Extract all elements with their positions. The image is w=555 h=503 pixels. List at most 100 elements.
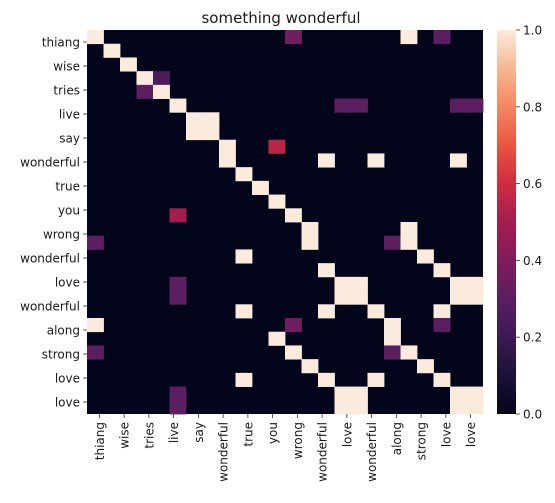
heatmap-cell: [450, 276, 467, 291]
heatmap-cell: [219, 153, 236, 168]
heatmap-cell: [169, 98, 187, 113]
heatmap-cell: [450, 290, 467, 305]
heatmap-cell: [202, 112, 220, 127]
chart-title: something wonderful: [201, 9, 360, 27]
heatmap-cells: [87, 30, 484, 415]
heatmap-cell: [400, 235, 418, 250]
heatmap-cell: [301, 235, 319, 250]
heatmap-cell: [235, 249, 253, 264]
x-tick-label: thiang: [93, 422, 107, 460]
heatmap-cell: [301, 222, 319, 237]
heatmap-cell: [169, 276, 187, 291]
heatmap-cell: [433, 372, 451, 387]
heatmap-cell: [169, 208, 187, 223]
colorbar-tick-label: 0.8: [523, 100, 542, 114]
heatmap-cell: [103, 43, 121, 58]
heatmap-cell: [417, 359, 434, 374]
heatmap-cell: [87, 345, 104, 360]
heatmap-cell: [384, 331, 401, 346]
heatmap-cell: [136, 84, 154, 99]
colorbar-tick-label: 0.4: [523, 254, 542, 268]
heatmap-cell: [87, 235, 104, 250]
x-tick-label: wonderful: [316, 422, 330, 482]
heatmap-cell: [351, 290, 368, 305]
y-tick-label: wonderful: [20, 252, 80, 266]
heatmap-cell: [384, 235, 401, 250]
heatmap-cell: [169, 400, 187, 415]
heatmap-cell: [285, 30, 302, 45]
heatmap-cell: [136, 71, 154, 86]
x-tick-label: along: [390, 422, 404, 455]
heatmap-cell: [219, 139, 236, 154]
y-tick-label: wonderful: [20, 156, 80, 170]
heatmap-cell: [334, 386, 352, 401]
heatmap-cell: [400, 30, 418, 45]
heatmap-cell: [334, 276, 352, 291]
heatmap-cell: [466, 400, 484, 415]
heatmap-cell: [235, 372, 253, 387]
heatmap-cell: [318, 263, 335, 278]
heatmap-cell: [400, 345, 418, 360]
heatmap-cell: [202, 126, 220, 141]
heatmap-cell: [318, 153, 335, 168]
heatmap-cell: [169, 386, 187, 401]
heatmap-cell: [87, 318, 104, 333]
colorbar-tick-label: 1.0: [523, 24, 542, 38]
y-tick-label: say: [59, 132, 80, 146]
colorbar-gradient: [497, 30, 516, 414]
heatmap-cell: [153, 84, 170, 99]
y-tick-label: true: [55, 180, 80, 194]
y-tick-label: love: [55, 396, 80, 410]
heatmap-cell: [87, 30, 104, 45]
heatmap-cell: [433, 318, 451, 333]
y-tick-label: love: [55, 372, 80, 386]
y-tick-label: wrong: [43, 228, 80, 242]
heatmap-cell: [351, 400, 368, 415]
heatmap-cell: [268, 139, 286, 154]
x-tick-label: wonderful: [217, 422, 231, 482]
y-tick-label: along: [47, 324, 80, 338]
heatmap-cell: [351, 98, 368, 113]
x-tick-label: love: [340, 422, 354, 447]
heatmap-cell: [433, 263, 451, 278]
heatmap-cell: [285, 208, 302, 223]
heatmap-cell: [367, 304, 385, 319]
x-tick-label: tries: [142, 422, 156, 449]
x-tick-label: wrong: [291, 422, 305, 459]
heatmap-cell: [417, 249, 434, 264]
heatmap-cell: [334, 290, 352, 305]
heatmap-cell: [252, 180, 269, 195]
heatmap-cell: [268, 194, 286, 209]
heatmap-cell: [466, 98, 484, 113]
x-axis-ticks: thiang wise tries live say wonderful true you wr…: [93, 414, 478, 482]
x-tick-label: live: [167, 422, 181, 443]
x-tick-label: love: [439, 422, 453, 447]
heatmap-cell: [466, 276, 484, 291]
y-tick-label: tries: [53, 84, 80, 98]
heatmap-cell: [450, 153, 467, 168]
heatmap-cell: [268, 331, 286, 346]
heatmap-cell: [285, 345, 302, 360]
x-tick-label: say: [192, 422, 206, 443]
heatmap-cell: [433, 304, 451, 319]
heatmap-cell: [466, 386, 484, 401]
heatmap-cell: [334, 98, 352, 113]
y-tick-label: wise: [53, 60, 80, 74]
x-tick-label: strong: [415, 422, 429, 460]
heatmap-cell: [318, 372, 335, 387]
heatmap-cell: [367, 153, 385, 168]
heatmap-cell: [153, 71, 170, 86]
heatmap-cell: [301, 359, 319, 374]
y-axis-ticks: thiang wise tries live say wonderful true you wr…: [20, 36, 87, 410]
y-tick-label: live: [59, 108, 80, 122]
heatmap-cell: [235, 304, 253, 319]
colorbar-tick-label: 0.6: [523, 177, 542, 191]
y-tick-label: strong: [42, 348, 80, 362]
y-tick-label: wonderful: [20, 300, 80, 314]
y-tick-label: thiang: [42, 36, 80, 50]
heatmap-cell: [400, 222, 418, 237]
heatmap-cell: [450, 400, 467, 415]
x-tick-label: wise: [118, 422, 132, 449]
heatmap-cell: [433, 30, 451, 45]
